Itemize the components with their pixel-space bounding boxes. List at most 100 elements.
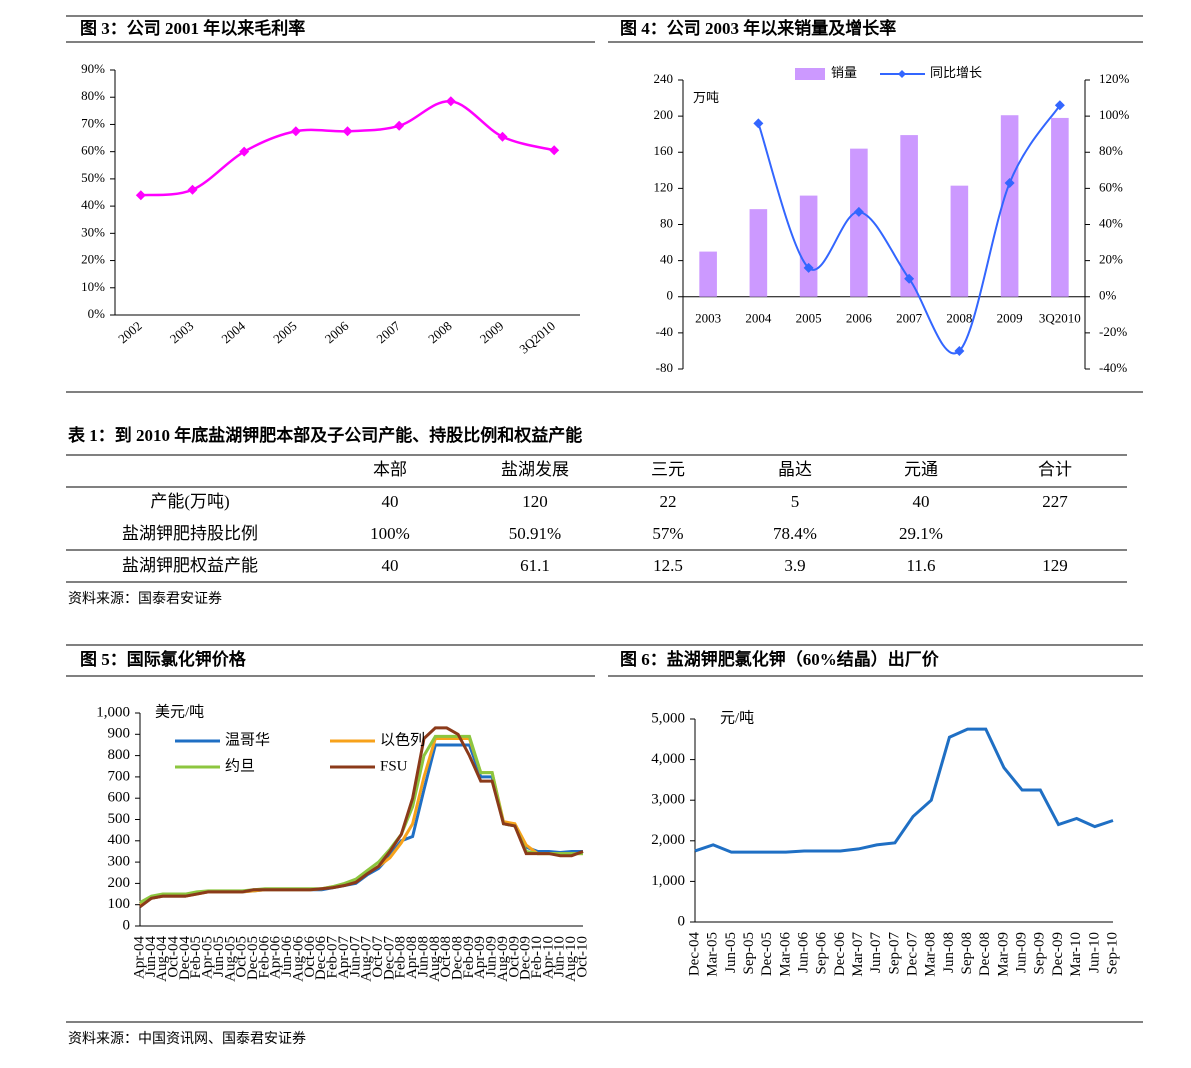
- bar: [1000, 115, 1019, 297]
- x-tick-label: Jun-08: [941, 932, 957, 973]
- y-tick-label: 50%: [81, 170, 105, 185]
- y-tick-label: 0: [678, 913, 686, 929]
- x-tick-label: Apr-05: [200, 936, 216, 979]
- x-tick-label: Oct-09: [506, 936, 522, 978]
- y2-tick-label: 20%: [1099, 252, 1123, 267]
- x-tick-label: Aug-08: [427, 936, 443, 982]
- legend-label: 约旦: [225, 757, 255, 774]
- marker: [954, 345, 965, 356]
- x-tick-label: Dec-05: [245, 936, 261, 980]
- x-tick-label: 2004: [218, 318, 248, 347]
- x-tick-label: 2004: [745, 311, 772, 326]
- marker: [445, 96, 456, 107]
- line: [139, 726, 584, 909]
- x-tick-label: Sep-09: [1032, 932, 1048, 975]
- x-tick-label: 3Q2010: [1039, 311, 1081, 326]
- table-header: 三元: [651, 460, 685, 479]
- x-tick-label: Jun-07: [347, 936, 363, 977]
- y-tick-label: 10%: [81, 279, 105, 294]
- x-tick-label: Sep-06: [814, 932, 830, 975]
- x-tick-label: Oct-07: [370, 936, 386, 978]
- x-tick-label: Aug-10: [563, 936, 579, 982]
- table-header: 元通: [904, 460, 938, 479]
- x-tick-label: Jun-10: [552, 936, 568, 977]
- line: [694, 727, 1114, 854]
- x-tick-label: Oct-04: [166, 936, 182, 978]
- y-tick-label: 1,000: [96, 704, 130, 720]
- bar: [950, 185, 969, 297]
- marker: [342, 126, 353, 137]
- y-tick-label: 3,000: [651, 792, 685, 808]
- x-tick-label: Dec-05: [759, 932, 775, 976]
- x-tick-label: Aug-06: [290, 936, 306, 982]
- x-tick-label: 2008: [425, 318, 455, 346]
- y2-tick-label: 80%: [1099, 143, 1123, 158]
- y-tick-label: 0%: [88, 306, 106, 321]
- x-tick-label: Dec-07: [905, 932, 921, 977]
- table-cell: 227: [1042, 492, 1068, 511]
- marker: [853, 206, 864, 217]
- legend-label: 销量: [831, 65, 857, 80]
- x-tick-label: Mar-07: [850, 932, 866, 977]
- y-tick-label: 90%: [81, 61, 105, 76]
- legend-swatch: [898, 70, 906, 78]
- y2-tick-label: 0%: [1099, 288, 1117, 303]
- marker: [1004, 177, 1015, 188]
- x-tick-label: Feb-10: [529, 936, 545, 979]
- y-tick-label: -40: [656, 324, 673, 339]
- source: 资料来源：中国资讯网、国泰君安证券: [68, 1031, 306, 1047]
- bar: [799, 195, 818, 297]
- x-tick-label: Dec-09: [518, 936, 534, 980]
- y-tick-label: 800: [108, 747, 131, 763]
- y-tick-label: 400: [108, 832, 131, 848]
- y-tick-label: 160: [654, 143, 674, 158]
- x-tick-label: Dec-06: [313, 936, 329, 981]
- table-cell: 78.4%: [773, 524, 817, 543]
- x-tick-label: Oct-06: [302, 936, 318, 978]
- x-tick-label: Apr-04: [131, 936, 147, 980]
- chart-title: 图 5：国际氯化钾价格: [80, 649, 247, 669]
- y-tick-label: 40%: [81, 197, 105, 212]
- y-tick-label: 500: [108, 811, 131, 827]
- x-tick-label: Mar-06: [777, 932, 793, 977]
- y-tick-label: 0: [667, 288, 674, 303]
- x-tick-label: 2009: [477, 318, 507, 346]
- x-tick-label: Feb-05: [188, 936, 204, 979]
- x-tick-label: 2007: [373, 318, 403, 347]
- marker: [187, 184, 198, 195]
- x-tick-label: Sep-05: [741, 932, 757, 975]
- x-tick-label: Aug-07: [359, 936, 375, 982]
- table-cell: 12.5: [653, 556, 683, 575]
- table-header: 晶达: [778, 460, 812, 479]
- x-tick-label: Jun-05: [211, 936, 227, 977]
- y2-tick-label: 100%: [1099, 107, 1130, 122]
- marker: [497, 131, 508, 142]
- x-tick-label: Feb-08: [393, 936, 409, 979]
- x-tick-label: Sep-07: [886, 932, 902, 975]
- y-tick-label: 1,000: [651, 873, 685, 889]
- marker: [290, 126, 301, 137]
- y-tick-label: 2,000: [651, 832, 685, 848]
- x-tick-label: Mar-09: [995, 932, 1011, 977]
- x-tick-label: 2003: [167, 318, 197, 346]
- x-tick-label: Apr-07: [336, 936, 352, 980]
- y-tick-label: 100: [108, 896, 131, 912]
- marker: [394, 120, 405, 131]
- table-cell: 40: [382, 492, 399, 511]
- x-tick-label: Mar-05: [705, 932, 721, 977]
- table-cell: 61.1: [520, 556, 550, 575]
- x-tick-label: Jun-04: [143, 936, 159, 977]
- source: 资料来源：国泰君安证券: [68, 591, 222, 607]
- axis-label: 万吨: [693, 90, 719, 105]
- y-tick-label: 40: [660, 252, 673, 267]
- marker: [239, 146, 250, 157]
- x-tick-label: Oct-08: [438, 936, 454, 978]
- x-tick-label: Sep-10: [1104, 932, 1120, 975]
- chart-title: 图 4：公司 2003 年以来销量及增长率: [620, 18, 896, 38]
- x-tick-label: 2005: [796, 311, 822, 326]
- x-tick-label: Dec-06: [832, 932, 848, 977]
- x-tick-label: Apr-09: [472, 936, 488, 979]
- legend-label: 同比增长: [930, 65, 982, 80]
- y-tick-label: 600: [108, 790, 131, 806]
- bar: [699, 251, 717, 297]
